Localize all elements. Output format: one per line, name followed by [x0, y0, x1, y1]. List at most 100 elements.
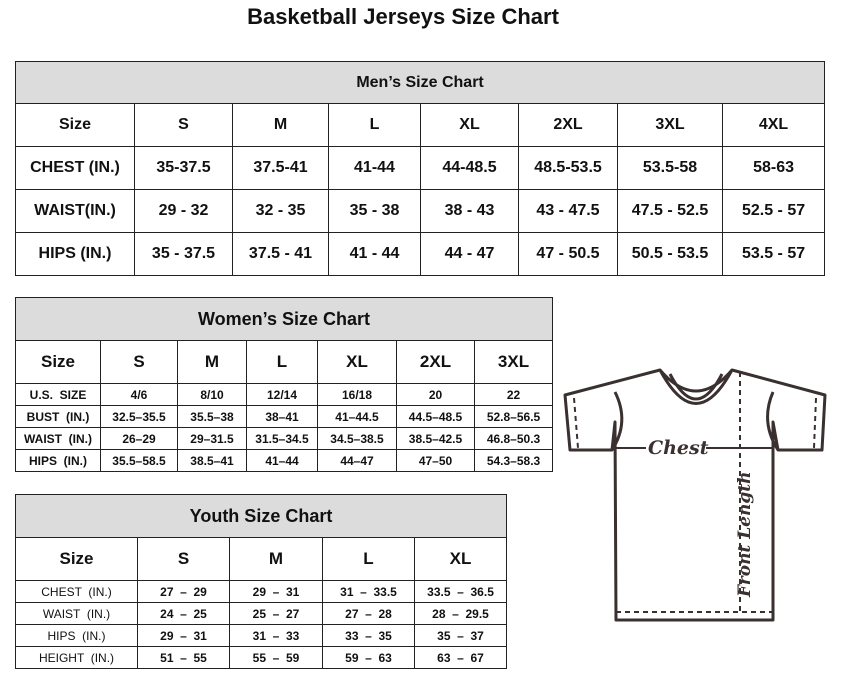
table-cell: 34.5–38.5: [317, 427, 397, 450]
column-header: L: [328, 103, 421, 147]
table-cell: 58-63: [721, 146, 826, 190]
table-cell: 43 - 47.5: [518, 189, 618, 233]
table-row: CHEST (IN.) 27 – 29 29 – 31 31 – 33.5 33.5 –…: [15, 580, 508, 603]
column-header: S: [134, 103, 233, 147]
table-cell: 38 - 43: [420, 189, 519, 233]
table-cell: 37.5 - 41: [232, 232, 329, 276]
column-header: 4XL: [721, 103, 826, 147]
column-header: XL: [413, 537, 508, 581]
table-cell: 50.5 - 53.5: [617, 232, 723, 276]
mens-size-table: Men’s Size Chart Size S M L XL 2XL 3XL 4XL CHEST…: [14, 61, 826, 276]
table-cell: 41 - 44: [328, 232, 421, 276]
table-row: HIPS (IN.) 35 - 37.5 37.5 - 41 41 - 44 44 - …: [15, 232, 826, 276]
table-cell: 27 – 29: [137, 580, 230, 603]
table-cell: 29–31.5: [177, 427, 247, 450]
table-cell: 22: [473, 383, 554, 406]
table-cell: 29 – 31: [229, 580, 323, 603]
youth-header-row: Size S M L XL: [15, 537, 508, 581]
column-header: Size: [15, 537, 138, 581]
youth-table-title: Youth Size Chart: [14, 494, 508, 538]
youth-size-table: Youth Size Chart Size S M L XL CHEST (IN.) 27 …: [14, 494, 508, 669]
table-cell: 35.5–58.5: [100, 449, 178, 472]
table-cell: 51 – 55: [137, 646, 230, 669]
table-cell: 37.5-41: [232, 146, 329, 190]
row-label: HIPS (IN.): [15, 449, 101, 472]
row-label: HIPS (IN.): [15, 624, 138, 647]
column-header: Size: [15, 103, 135, 147]
table-row: WAIST(IN.) 29 - 32 32 - 35 35 - 38 38 - 43 43…: [15, 189, 826, 233]
table-row: HIPS (IN.) 29 – 31 31 – 33 33 – 35 35 – 37: [15, 624, 508, 647]
row-label: WAIST(IN.): [15, 189, 135, 233]
table-cell: 52.5 - 57: [721, 189, 826, 233]
row-label: HEIGHT (IN.): [15, 646, 138, 669]
table-cell: 27 – 28: [322, 602, 415, 625]
table-cell: 44–47: [317, 449, 397, 472]
table-cell: 29 - 32: [134, 189, 233, 233]
table-cell: 31 – 33.5: [322, 580, 415, 603]
column-header: M: [229, 537, 323, 581]
table-cell: 41–44.5: [317, 405, 397, 428]
table-cell: 28 – 29.5: [413, 602, 508, 625]
table-cell: 53.5 - 57: [721, 232, 826, 276]
mens-table-title: Men’s Size Chart: [14, 61, 826, 104]
table-cell: 35 - 37.5: [134, 232, 233, 276]
table-cell: 47 - 50.5: [518, 232, 618, 276]
column-header: Size: [15, 340, 101, 384]
womens-size-table: Women’s Size Chart Size S M L XL 2XL 3XL U.S. S…: [14, 297, 554, 472]
table-cell: 53.5-58: [617, 146, 723, 190]
column-header: S: [100, 340, 178, 384]
table-row: HEIGHT (IN.) 51 – 55 55 – 59 59 – 63 63 – 67: [15, 646, 508, 669]
table-cell: 35 - 38: [328, 189, 421, 233]
table-cell: 29 – 31: [137, 624, 230, 647]
table-cell: 32 - 35: [232, 189, 329, 233]
page-title: Basketball Jerseys Size Chart: [247, 4, 559, 29]
table-cell: 35.5–38: [177, 405, 247, 428]
table-cell: 54.3–58.3: [473, 449, 554, 472]
column-header: S: [137, 537, 230, 581]
table-cell: 16/18: [317, 383, 397, 406]
table-cell: 32.5–35.5: [100, 405, 178, 428]
column-header: XL: [420, 103, 519, 147]
column-header: L: [246, 340, 318, 384]
table-row: U.S. SIZE 4/6 8/10 12/14 16/18 20 22: [15, 383, 554, 406]
row-label: HIPS (IN.): [15, 232, 135, 276]
table-cell: 46.8–50.3: [473, 427, 554, 450]
table-cell: 38.5–42.5: [396, 427, 475, 450]
table-cell: 35 – 37: [413, 624, 508, 647]
front-length-label: Front Length: [735, 472, 755, 598]
table-cell: 63 – 67: [413, 646, 508, 669]
table-cell: 41–44: [246, 449, 318, 472]
row-label: BUST (IN.): [15, 405, 101, 428]
row-label: WAIST (IN.): [15, 427, 101, 450]
table-cell: 8/10: [177, 383, 247, 406]
chest-label: Chest: [648, 437, 709, 459]
table-cell: 48.5-53.5: [518, 146, 618, 190]
women-header-row: Size S M L XL 2XL 3XL: [15, 340, 554, 384]
column-header: XL: [317, 340, 397, 384]
table-cell: 44 - 47: [420, 232, 519, 276]
table-row: CHEST (IN.) 35-37.5 37.5-41 41-44 44-48.5 48.…: [15, 146, 826, 190]
column-header: 2XL: [518, 103, 618, 147]
table-cell: 59 – 63: [322, 646, 415, 669]
table-row: WAIST (IN.) 26–29 29–31.5 31.5–34.5 34.5–38.…: [15, 427, 554, 450]
table-cell: 31 – 33: [229, 624, 323, 647]
jersey-outline-icon: [563, 368, 827, 622]
table-cell: 47.5 - 52.5: [617, 189, 723, 233]
row-label: U.S. SIZE: [15, 383, 101, 406]
column-header: M: [232, 103, 329, 147]
table-row: WAIST (IN.) 24 – 25 25 – 27 27 – 28 28 – 29.…: [15, 602, 508, 625]
row-label: CHEST (IN.): [15, 146, 135, 190]
row-label: CHEST (IN.): [15, 580, 138, 603]
table-cell: 12/14: [246, 383, 318, 406]
table-cell: 33.5 – 36.5: [413, 580, 508, 603]
column-header: 3XL: [617, 103, 723, 147]
column-header: L: [322, 537, 415, 581]
table-cell: 20: [396, 383, 475, 406]
table-cell: 47–50: [396, 449, 475, 472]
jersey-diagram: Chest Front Length: [563, 368, 827, 622]
table-cell: 24 – 25: [137, 602, 230, 625]
table-cell: 44-48.5: [420, 146, 519, 190]
table-cell: 31.5–34.5: [246, 427, 318, 450]
table-cell: 44.5–48.5: [396, 405, 475, 428]
table-cell: 4/6: [100, 383, 178, 406]
